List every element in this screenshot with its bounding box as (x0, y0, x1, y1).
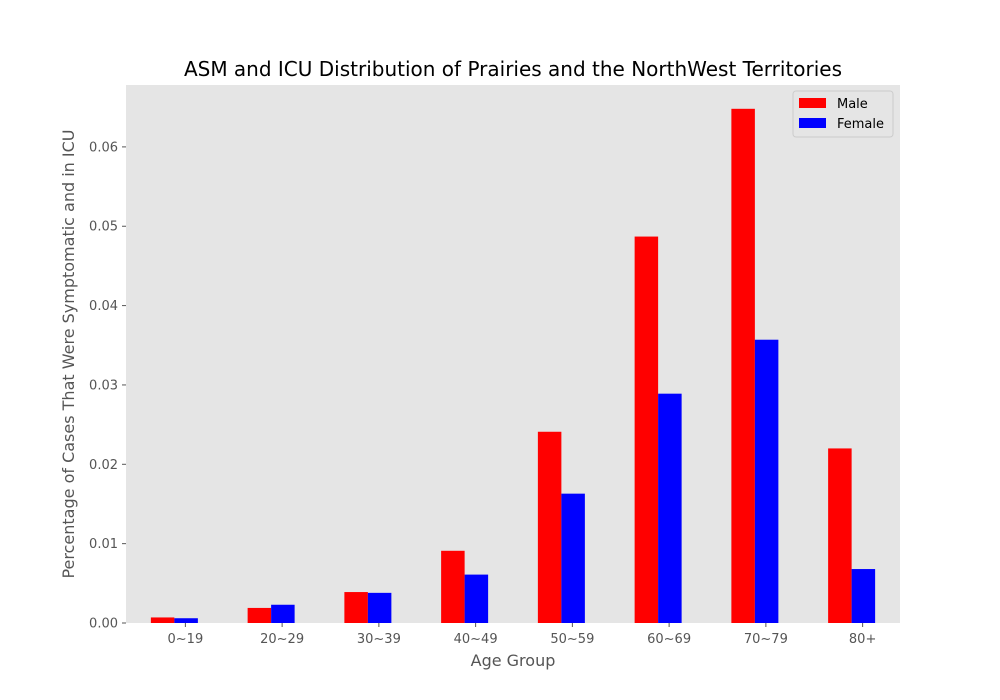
bar-female-4 (561, 493, 585, 623)
bar-male-0 (150, 617, 175, 623)
plot-area (126, 85, 900, 623)
bar-male-1 (247, 607, 272, 623)
legend-label-male: Male (837, 97, 868, 112)
x-tick-label: 40~49 (454, 632, 498, 647)
y-tick-label: 0.05 (89, 220, 118, 235)
bar-female-2 (367, 592, 392, 623)
bar-female-0 (174, 618, 198, 623)
x-tick-label: 60~69 (647, 632, 691, 647)
legend-label-female: Female (837, 117, 884, 132)
x-tick-label: 30~39 (357, 632, 401, 647)
bar-male-6 (731, 108, 755, 624)
y-axis-label: Percentage of Cases That Were Symptomati… (59, 129, 78, 578)
bar-male-5 (634, 236, 659, 623)
x-tick-label: 50~59 (550, 632, 594, 647)
x-tick-label: 20~29 (260, 632, 304, 647)
y-tick-label: 0.01 (89, 537, 118, 552)
bar-male-2 (344, 592, 368, 623)
bars-group (150, 108, 876, 624)
legend-swatch-female (799, 118, 826, 128)
bar-female-7 (851, 569, 876, 623)
bar-female-5 (658, 393, 682, 623)
y-tick-label: 0.00 (89, 617, 118, 632)
x-axis-ticks: 0~19 20~29 30~39 40~49 50~59 60~69 70~79 80+ (168, 623, 876, 647)
y-tick-label: 0.02 (89, 458, 118, 473)
bar-male-4 (537, 431, 562, 623)
bar-female-6 (754, 339, 779, 623)
chart-title: ASM and ICU Distribution of Prairies and… (184, 57, 842, 81)
bar-male-7 (828, 448, 852, 623)
bar-female-1 (271, 604, 295, 623)
bar-male-3 (441, 550, 465, 623)
x-tick-label: 0~19 (168, 632, 204, 647)
y-tick-label: 0.04 (89, 299, 118, 314)
y-tick-label: 0.06 (89, 140, 118, 155)
y-tick-label: 0.03 (89, 378, 118, 393)
y-axis-ticks: 0.00 0.01 0.02 0.03 0.04 0.05 0.06 (89, 140, 126, 632)
bar-female-3 (464, 574, 489, 623)
x-tick-label: 80+ (849, 632, 876, 647)
legend: Male Female (792, 90, 894, 138)
x-axis-label: Age Group (471, 651, 556, 670)
x-tick-label: 70~79 (744, 632, 788, 647)
legend-swatch-male (799, 98, 826, 108)
